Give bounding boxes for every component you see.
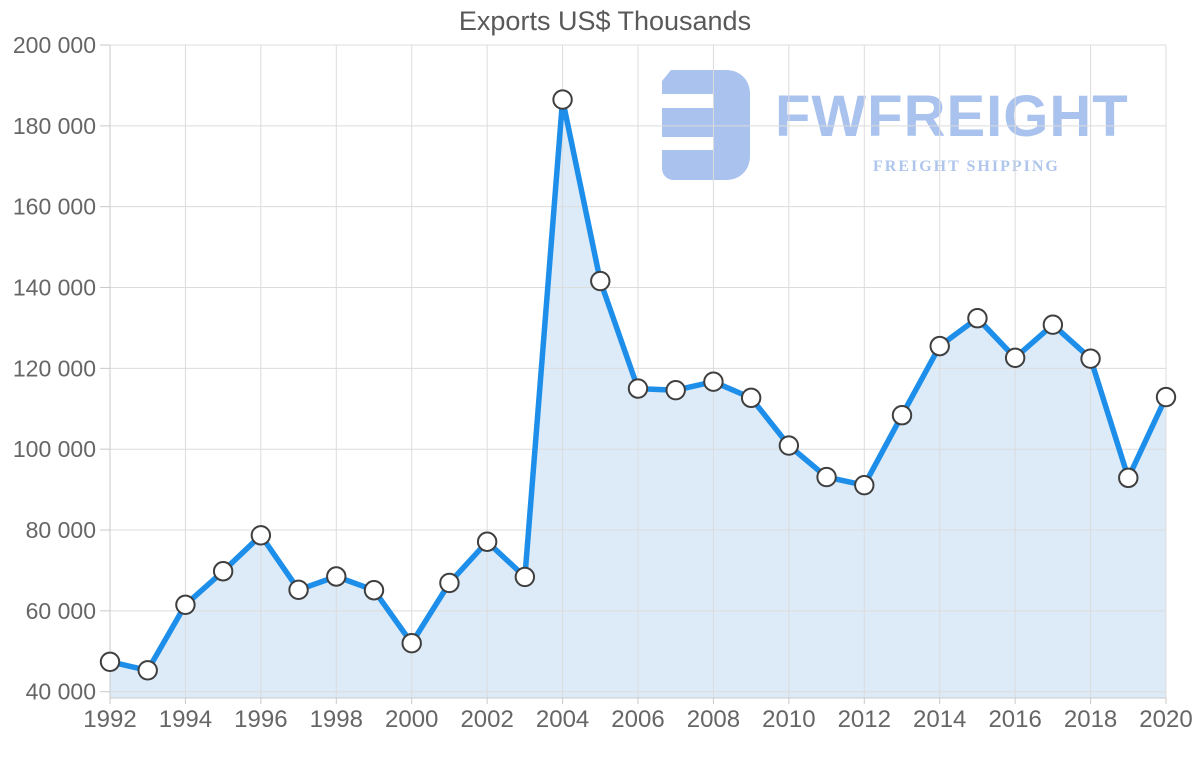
data-point-marker xyxy=(212,561,234,582)
data-point-marker xyxy=(363,580,385,601)
data-point-marker xyxy=(967,308,988,329)
data-point-marker xyxy=(1155,386,1177,408)
y-tick-label: 80 000 xyxy=(26,517,96,543)
x-tick-label: 2004 xyxy=(536,706,589,733)
data-point-marker xyxy=(854,474,875,496)
x-tick-label: 1996 xyxy=(234,706,287,733)
x-tick-label: 1992 xyxy=(83,706,136,733)
data-point-marker xyxy=(175,594,196,615)
y-tick-label: 200 000 xyxy=(13,32,96,58)
x-tick-label: 2020 xyxy=(1139,706,1192,733)
data-point-marker xyxy=(250,525,272,546)
y-tick-label: 160 000 xyxy=(13,194,96,220)
x-tick-label: 2008 xyxy=(687,706,740,733)
data-point-marker xyxy=(288,579,309,601)
data-point-marker xyxy=(590,270,611,292)
data-point-marker xyxy=(401,632,422,654)
data-point-marker xyxy=(703,371,724,392)
x-tick-label: 2014 xyxy=(913,706,966,733)
data-point-marker xyxy=(137,660,158,681)
data-point-marker xyxy=(439,572,460,594)
y-tick-label: 180 000 xyxy=(13,113,96,139)
data-point-marker xyxy=(816,466,837,488)
data-point-marker xyxy=(665,379,686,401)
data-point-marker xyxy=(476,531,498,552)
x-tick-label: 2006 xyxy=(611,706,664,733)
data-point-marker xyxy=(1004,347,1026,369)
data-point-marker xyxy=(326,566,347,587)
chart-title: Exports US$ Thousands xyxy=(458,6,752,36)
data-point-marker xyxy=(99,651,121,672)
y-tick-label: 100 000 xyxy=(13,436,96,462)
data-point-marker xyxy=(514,566,536,588)
x-tick-label: 2000 xyxy=(385,706,438,733)
x-tick-label: 1998 xyxy=(310,706,363,733)
x-tick-label: 2012 xyxy=(838,706,891,733)
data-point-marker xyxy=(891,405,913,426)
y-tick-label: 40 000 xyxy=(26,679,96,705)
data-point-marker xyxy=(778,435,800,456)
data-point-marker xyxy=(627,378,649,399)
data-point-marker xyxy=(1118,467,1139,489)
data-point-marker xyxy=(1080,348,1101,369)
data-point-marker xyxy=(552,89,573,110)
x-tick-label: 2002 xyxy=(460,706,513,733)
y-tick-label: 60 000 xyxy=(26,598,96,624)
x-tick-label: 1994 xyxy=(159,706,212,733)
x-tick-label: 2016 xyxy=(988,706,1041,733)
data-point-marker xyxy=(1042,314,1064,335)
x-tick-label: 2018 xyxy=(1064,706,1117,733)
y-tick-label: 140 000 xyxy=(13,275,96,301)
y-tick-label: 120 000 xyxy=(13,355,96,381)
x-tick-label: 2010 xyxy=(762,706,815,733)
data-point-marker xyxy=(740,387,762,409)
data-point-marker xyxy=(929,335,950,357)
